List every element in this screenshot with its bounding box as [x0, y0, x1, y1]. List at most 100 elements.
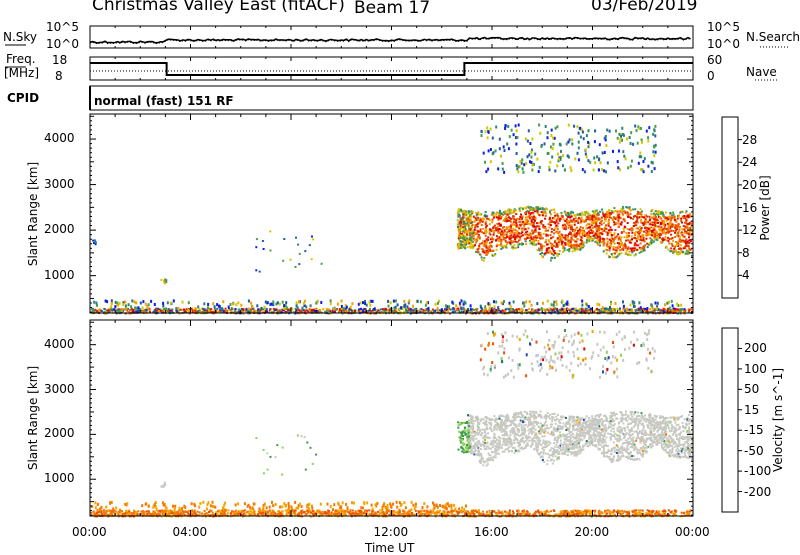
power-cell: [542, 232, 545, 235]
power-cell: [509, 232, 512, 235]
power-cell: [525, 300, 528, 304]
power-cell: [530, 150, 533, 154]
power-cell: [464, 228, 467, 230]
power-cell: [284, 310, 287, 313]
power-cell: [558, 219, 561, 222]
power-cell: [516, 167, 519, 171]
power-cell: [547, 251, 550, 254]
power-cell: [226, 310, 228, 312]
power-cell: [581, 245, 584, 248]
power-cell: [553, 256, 556, 259]
power-cell: [561, 215, 564, 218]
power-cell: [512, 311, 515, 314]
power-cell: [467, 230, 470, 233]
power-cell: [591, 231, 594, 234]
power-cell: [512, 215, 515, 218]
power-cell: [594, 240, 597, 243]
power-cell: [502, 238, 505, 241]
power-cell: [539, 236, 542, 239]
power-cell: [566, 222, 568, 225]
power-cell: [619, 217, 622, 219]
power-cell: [641, 216, 644, 218]
power-cell: [222, 300, 225, 304]
power-cell: [587, 226, 590, 229]
power-cell: [637, 237, 640, 240]
velocity-cell: [452, 509, 455, 512]
power-cell: [546, 243, 548, 246]
power-cell: [463, 238, 466, 241]
power-cell: [457, 243, 460, 246]
power-cell: [654, 233, 657, 236]
power-cell: [676, 244, 679, 247]
power-cell: [537, 231, 540, 234]
velocity-cell: [469, 513, 472, 516]
power-cell: [581, 226, 584, 229]
power-cell: [683, 309, 686, 312]
power-cell: [357, 309, 360, 312]
power-cell: [680, 247, 683, 250]
velocity-cell: [401, 513, 404, 516]
power-cell: [520, 161, 523, 165]
power-cell: [628, 308, 631, 311]
power-cell: [273, 310, 275, 313]
power-cell: [271, 311, 273, 314]
power-cell: [439, 309, 441, 312]
power-cell: [508, 135, 511, 139]
power-cell: [349, 308, 352, 311]
power-cell: [418, 308, 421, 311]
power-cell: [559, 157, 562, 161]
power-cell: [672, 249, 675, 252]
power-cell: [533, 207, 536, 210]
power-cell: [550, 256, 553, 259]
velocity-cell: [479, 514, 482, 517]
power-cell: [218, 304, 220, 308]
power-cell: [615, 235, 618, 238]
power-cell: [481, 258, 484, 261]
power-cell: [651, 231, 653, 234]
power-cell: [549, 216, 551, 219]
power-cell: [558, 250, 561, 253]
power-cell: [631, 238, 634, 241]
velocity-cell: [683, 512, 685, 515]
power-cell: [475, 211, 478, 214]
power-cell: [576, 213, 579, 216]
power-cell: [491, 221, 494, 224]
velocity-cell: [166, 513, 169, 516]
power-cell: [512, 221, 515, 224]
power-cell: [549, 145, 552, 149]
power-cell: [490, 214, 493, 216]
power-cell: [618, 216, 620, 219]
power-cell: [516, 230, 519, 233]
power-cell: [456, 307, 459, 310]
power-cell: [587, 213, 590, 216]
power-cell: [645, 237, 648, 240]
power-cell: [489, 250, 492, 252]
power-cell: [634, 208, 637, 211]
power-cell: [492, 231, 495, 234]
power-cell: [369, 299, 372, 303]
power-cell: [126, 309, 129, 312]
power-cell: [550, 307, 553, 310]
power-cell: [627, 235, 630, 238]
power-cell: [666, 236, 669, 239]
power-cell: [377, 311, 380, 314]
power-cell: [635, 240, 638, 243]
power-cell: [676, 232, 679, 235]
power-cell: [662, 213, 665, 216]
power-cell: [560, 239, 563, 242]
power-cell: [611, 254, 614, 257]
power-cell: [524, 137, 527, 141]
power-cell: [662, 224, 665, 227]
power-cell: [407, 301, 410, 305]
power-cell: [685, 221, 687, 224]
power-cell: [485, 224, 488, 227]
power-cell: [468, 242, 471, 245]
power-cell: [470, 226, 473, 229]
power-cell: [555, 244, 558, 247]
power-cell: [651, 229, 653, 232]
power-cell: [666, 216, 669, 219]
power-cell: [468, 210, 470, 213]
power-cell: [589, 226, 592, 229]
power-cell: [570, 224, 573, 227]
power-cell: [543, 208, 546, 211]
